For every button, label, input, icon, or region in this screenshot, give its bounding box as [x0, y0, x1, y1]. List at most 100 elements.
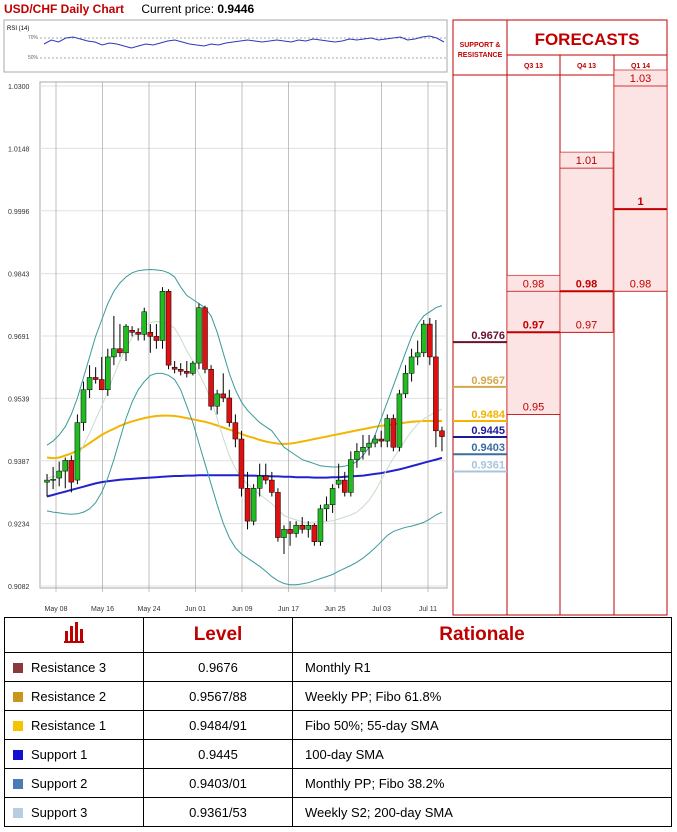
level-name: Resistance 3 — [4, 652, 144, 682]
candle-body — [299, 524, 305, 530]
level-value: 0.9484 — [471, 409, 506, 421]
level-value: 0.9403/01 — [143, 768, 293, 798]
candle-body — [402, 373, 409, 395]
y-axis: 1.0300 1.0148 0.9996 0.9843 0.9691 0.9539 0.93… — [8, 84, 447, 591]
forecast-value: 1.03 — [630, 73, 651, 85]
candle-body — [250, 488, 257, 522]
table-row: Support 2 0.9403/01 Monthly PP; Fibo 38.2% — [4, 768, 672, 798]
candle-body — [147, 332, 154, 337]
level-swatch — [13, 749, 23, 760]
forecast-value: 0.98 — [630, 278, 651, 290]
level-name: Support 2 — [4, 768, 144, 798]
table-row: Support 1 0.9445 100-day SMA — [4, 739, 672, 769]
x-axis: May 08 May 16 May 24 Jun 01 Jun 09 Jun 17 Jun … — [45, 82, 437, 613]
current-price-label: Current price: — [141, 2, 215, 16]
price-plot-frame — [39, 81, 448, 589]
level-value: 0.9361 — [471, 459, 505, 471]
candle-body — [56, 470, 62, 479]
candle-body — [317, 508, 324, 542]
y-tick-label: 0.9082 — [8, 584, 30, 591]
rationale-header: Rationale — [292, 617, 672, 653]
candle-body — [384, 418, 391, 442]
candle-body — [153, 336, 160, 341]
candle-body — [396, 393, 403, 448]
candle-body — [408, 356, 415, 374]
candle-body — [50, 479, 56, 481]
level-rationale: Monthly R1 — [292, 652, 672, 682]
level-header: Level — [143, 617, 293, 653]
candle-body — [159, 291, 166, 341]
forecast-value: 0.95 — [523, 401, 544, 413]
indicator-line — [46, 372, 443, 586]
level-swatch — [13, 662, 23, 673]
rsi-frame — [3, 19, 448, 73]
candle-body — [129, 330, 135, 333]
level-value: 0.9445 — [143, 739, 293, 769]
x-tick-label: May 08 — [45, 606, 68, 613]
candle-body — [171, 366, 178, 370]
level-value: 0.9484/91 — [143, 710, 293, 740]
x-tick-label: Jun 25 — [324, 606, 345, 613]
candle-body — [226, 397, 233, 423]
candle-body — [335, 479, 342, 485]
rsi-50-label: 50% — [28, 55, 39, 61]
forecast-value: 0.98 — [576, 278, 597, 290]
candle-body — [293, 524, 299, 534]
candle-body — [439, 430, 445, 437]
x-tick-label: Jun 17 — [278, 606, 299, 613]
forecast-range — [613, 69, 668, 292]
candle-body — [275, 492, 281, 538]
level-value: 0.9567 — [471, 375, 505, 387]
chart-area: RSI (14) 70% 50% 1.0300 1.0148 0.9996 0.984… — [3, 19, 668, 616]
forecast-value: 0.97 — [576, 319, 597, 331]
candle-body — [323, 504, 330, 510]
candle-body — [86, 377, 93, 391]
bar-chart-icon — [4, 617, 144, 653]
x-tick-label: Jun 09 — [231, 606, 252, 613]
indicator-line — [46, 268, 443, 468]
candle-body — [190, 362, 196, 374]
forecast-value: 0.98 — [523, 278, 544, 290]
candle-body — [378, 438, 384, 442]
candle-body — [105, 356, 111, 391]
candle-body — [414, 352, 421, 358]
candle-body — [287, 529, 293, 534]
level-value: 0.9445 — [471, 425, 505, 437]
level-name: Resistance 2 — [4, 681, 144, 711]
candle-body — [427, 323, 433, 358]
candle-body — [281, 529, 287, 538]
chart-title: USD/CHF Daily Chart — [4, 2, 125, 16]
candle-body — [135, 332, 141, 335]
level-value: 0.9361/53 — [143, 797, 293, 827]
candle-body — [305, 524, 312, 530]
candle-body — [196, 307, 202, 364]
level-swatch — [13, 807, 23, 818]
rsi-label: RSI (14) — [7, 26, 29, 32]
level-swatch — [13, 778, 23, 789]
table-row: Resistance 3 0.9676 Monthly R1 — [4, 652, 672, 682]
candle-body — [74, 422, 81, 481]
support-resistance-levels: 0.9676 0.9567 0.9484 0.9445 0.9403 0.9361 — [453, 330, 507, 473]
candle-body — [360, 446, 366, 452]
candle-body — [208, 369, 214, 407]
forecast-range — [559, 151, 614, 333]
table-row: Resistance 2 0.9567/88 Weekly PP; Fibo 61.… — [4, 681, 672, 711]
level-name: Support 1 — [4, 739, 144, 769]
candle-body — [80, 389, 87, 423]
forecasts-title: FORECASTS — [535, 30, 640, 49]
indicator-line — [46, 456, 443, 498]
candle-body — [165, 291, 172, 366]
candle-body — [232, 422, 239, 440]
x-tick-label: May 24 — [138, 606, 161, 613]
candle-body — [202, 307, 208, 370]
candle-body — [348, 459, 354, 493]
y-tick-label: 0.9387 — [8, 459, 30, 466]
rsi-line — [43, 35, 445, 49]
levels-table: Level Rationale Resistance 3 0.9676 Monthl… — [4, 617, 672, 827]
indicator-line — [46, 414, 442, 460]
candle-body — [420, 323, 427, 354]
x-tick-label: Jul 03 — [372, 606, 391, 613]
level-value: 0.9676 — [471, 330, 505, 342]
candle-body — [238, 438, 245, 489]
level-rationale: Weekly PP; Fibo 61.8% — [292, 681, 672, 711]
